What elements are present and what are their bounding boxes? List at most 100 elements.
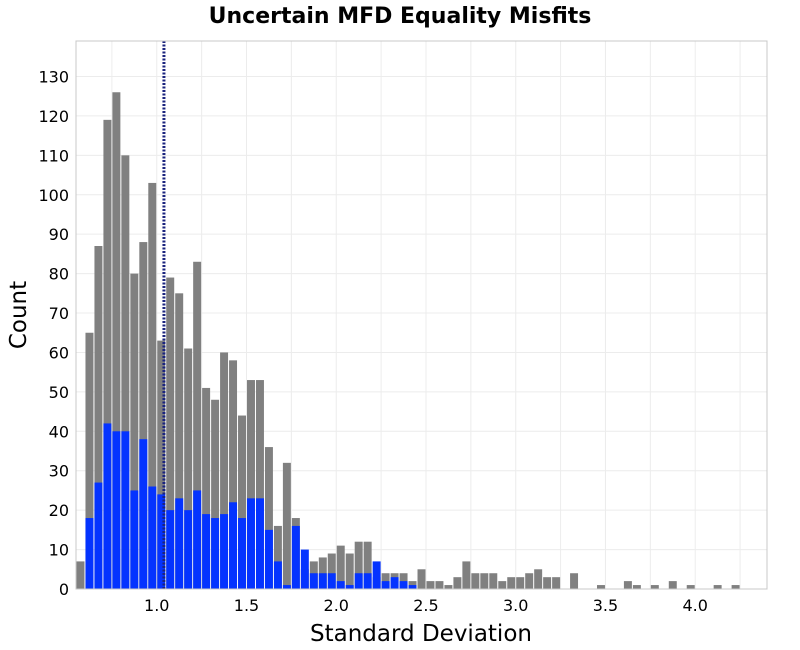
y-tick-label: 30 [49,462,69,481]
histogram-bar [623,581,632,589]
histogram-bar [193,490,202,589]
y-tick-label: 120 [38,107,69,126]
histogram-bar [489,573,498,589]
histogram-bar [220,514,229,589]
histogram-bar [220,352,229,589]
histogram-bar [399,581,408,589]
histogram-bar [85,332,94,589]
histogram-bar [534,569,543,589]
histogram-bar [238,518,247,589]
histogram-bar [193,261,202,589]
histogram-bar [175,498,184,589]
histogram-bar [175,293,184,589]
blue-bar-series [85,423,417,589]
y-tick-label: 0 [59,580,69,599]
histogram-bar [596,585,605,589]
histogram-bar [202,514,211,589]
histogram-bar [211,399,220,589]
histogram-bar [516,577,525,589]
histogram-bar [632,585,641,589]
histogram-bar [462,561,471,589]
histogram-bar [354,573,363,589]
y-tick-label: 100 [38,186,69,205]
histogram-bar [345,585,354,589]
histogram-bar [94,246,103,589]
plot-area-border [75,40,768,590]
y-tick-label: 80 [49,265,69,284]
histogram-bar [713,585,722,589]
y-tick-label: 40 [49,422,69,441]
histogram-bar [570,573,579,589]
x-tick-label: 3.0 [503,596,528,615]
histogram-bar [121,431,130,589]
histogram-bar [372,561,381,589]
y-tick-label: 110 [38,146,69,165]
histogram-bar [264,447,273,589]
y-tick-labels: 0 10 20 30 40 50 60 70 80 90 100 110 120 130 [38,67,69,599]
x-tick-label: 2.0 [324,596,349,615]
histogram-bar [507,577,516,589]
histogram-bar [731,585,740,589]
histogram-bar [121,155,130,589]
histogram-bar [112,92,121,589]
gray-bar-series [76,92,740,590]
histogram-bar [471,573,480,589]
chart-title: Uncertain MFD Equality Misfits [209,4,592,29]
histogram-bar [148,182,157,590]
histogram-bar [498,581,507,589]
grid-lines [76,41,767,589]
histogram-bar [327,553,336,589]
histogram-bar [363,573,372,589]
histogram-bar [139,242,148,589]
histogram-bar [85,518,94,589]
histogram-bar [686,585,695,589]
histogram-bar [264,529,273,589]
histogram-bar [381,581,390,589]
y-tick-label: 90 [49,225,69,244]
y-tick-label: 70 [49,304,69,323]
histogram-bar [76,561,85,589]
histogram-bar [345,553,354,589]
histogram-bar [166,510,175,589]
histogram-bar [291,525,300,589]
histogram-bar [336,581,345,589]
histogram-bar [668,581,677,589]
histogram-bar [354,541,363,589]
histogram-bar [247,380,255,589]
histogram-bar [390,577,399,589]
histogram-bar [435,581,444,589]
histogram-bar [148,486,157,589]
histogram-bar [453,577,462,589]
histogram-bar [336,545,345,589]
y-tick-label: 20 [49,501,69,520]
histogram-bar [247,498,255,589]
y-tick-label: 10 [49,541,69,560]
histogram-bar [480,573,489,589]
histogram-bar [300,549,309,589]
histogram-bar [318,573,327,589]
histogram-bar [408,585,417,589]
x-tick-label: 3.5 [593,596,618,615]
histogram-bar [112,431,121,589]
histogram-bar [255,498,264,589]
histogram-bar [184,510,193,589]
x-tick-label: 2.5 [413,596,438,615]
histogram-bar [444,585,453,589]
histogram-bar [650,585,659,589]
histogram-bar [157,340,166,589]
histogram-bar [552,577,561,589]
histogram-bar [103,423,112,589]
histogram-bar [166,277,175,589]
histogram-bar [157,494,166,589]
histogram-bar [327,573,336,589]
histogram-bar [211,518,220,589]
histogram-bar [229,360,238,589]
y-tick-label: 50 [49,383,69,402]
y-axis-label: Count [6,281,32,349]
x-tick-label: 4.0 [682,596,707,615]
x-tick-label: 1.0 [144,596,169,615]
histogram-bar [103,119,112,589]
histogram-bar [139,439,148,589]
histogram-bar [426,581,435,589]
